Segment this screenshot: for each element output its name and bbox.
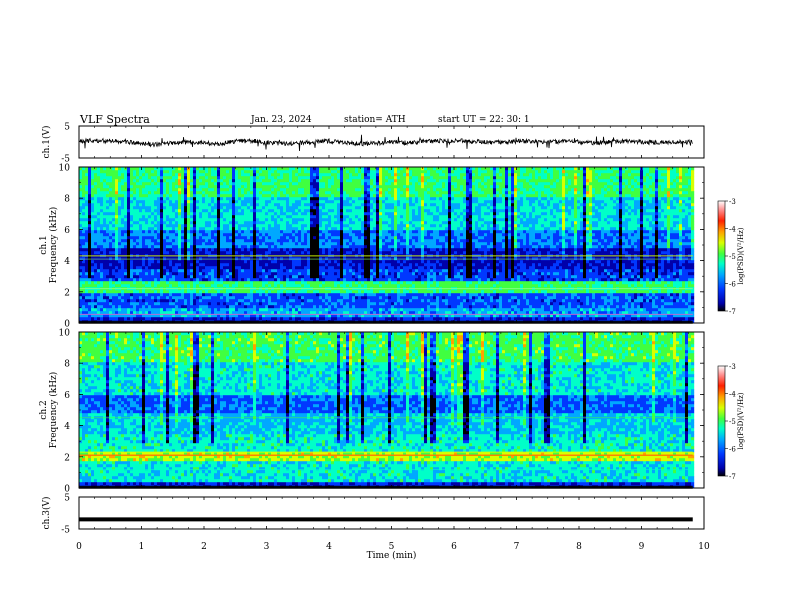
ch3-waveform-frame: [79, 497, 704, 529]
spectrogram-image: [79, 332, 694, 488]
y-tick-label: 8: [64, 195, 70, 205]
spectrogram-image: [79, 167, 694, 323]
y-tick-label: 2: [64, 453, 70, 463]
x-tick-label: 4: [326, 542, 332, 552]
colorbar-tick-label: -6: [729, 281, 736, 289]
ch1-waveform-panel: 5-5ch.1(V): [41, 123, 704, 165]
colorbar-tick-label: -4: [729, 391, 736, 399]
colorbar-tick-label: -3: [729, 363, 736, 371]
x-tick-label: 0: [76, 542, 82, 552]
y-tick-label: 10: [59, 329, 71, 339]
colorbar-gradient: [718, 201, 725, 311]
colorbar-tick-label: -3: [729, 198, 736, 206]
y-tick-label: 4: [64, 422, 70, 432]
y-tick-label: 5: [64, 494, 70, 504]
ch3-waveform-panel: 5 -5 ch.3(V): [41, 494, 704, 536]
y-tick-label: 8: [64, 360, 70, 370]
y-tick-label: 6: [64, 226, 70, 236]
y-axis-label: Frequency (kHz): [48, 372, 59, 449]
x-tick-label: 1: [139, 542, 145, 552]
x-tick-label: 2: [201, 542, 207, 552]
colorbar-ch2: -3 -4 -5 -6 -7 log(PSD)(V²/Hz): [718, 363, 745, 481]
y-axis-label: ch.3(V): [41, 497, 52, 530]
ch1-trace: [79, 135, 693, 151]
colorbar-tick-label: -5: [729, 418, 736, 426]
colorbar-gradient: [718, 366, 725, 476]
x-axis-label: Time (min): [367, 550, 417, 561]
colorbar-tick-label: -4: [729, 226, 736, 234]
x-tick-label: 9: [639, 542, 645, 552]
y-tick-label: -5: [61, 526, 70, 536]
colorbar-tick-label: -6: [729, 446, 736, 454]
colorbar-label: log(PSD)(V²/Hz): [737, 392, 745, 449]
colorbar-tick-label: -5: [729, 253, 736, 261]
x-tick-label: 6: [451, 542, 457, 552]
y-tick-label: 4: [64, 257, 70, 267]
y-tick-label: 6: [64, 391, 70, 401]
y-tick-label: 10: [59, 164, 71, 174]
y-axis-label: Frequency (kHz): [48, 207, 59, 284]
y-tick-label: 2: [64, 288, 70, 298]
x-tick-label: 10: [698, 542, 710, 552]
colorbar-tick-label: -7: [729, 473, 736, 481]
vlf-figure: 5-5ch.1(V) 0246810ch.1 Frequency (kHz) 02…: [0, 0, 792, 612]
y-axis-label: ch.2: [39, 400, 49, 419]
colorbar-label: log(PSD)(V²/Hz): [737, 227, 745, 284]
y-tick-label: 5: [64, 123, 70, 133]
y-axis-label: ch.1: [39, 235, 49, 254]
colorbar-ch1: -3 -4 -5 -6 -7 log(PSD)(V²/Hz): [718, 198, 745, 316]
colorbar-tick-label: -7: [729, 308, 736, 316]
x-tick-label: 3: [264, 542, 270, 552]
x-tick-label: 7: [514, 542, 520, 552]
y-axis-label: ch.1(V): [41, 126, 52, 159]
x-tick-label: 8: [576, 542, 582, 552]
